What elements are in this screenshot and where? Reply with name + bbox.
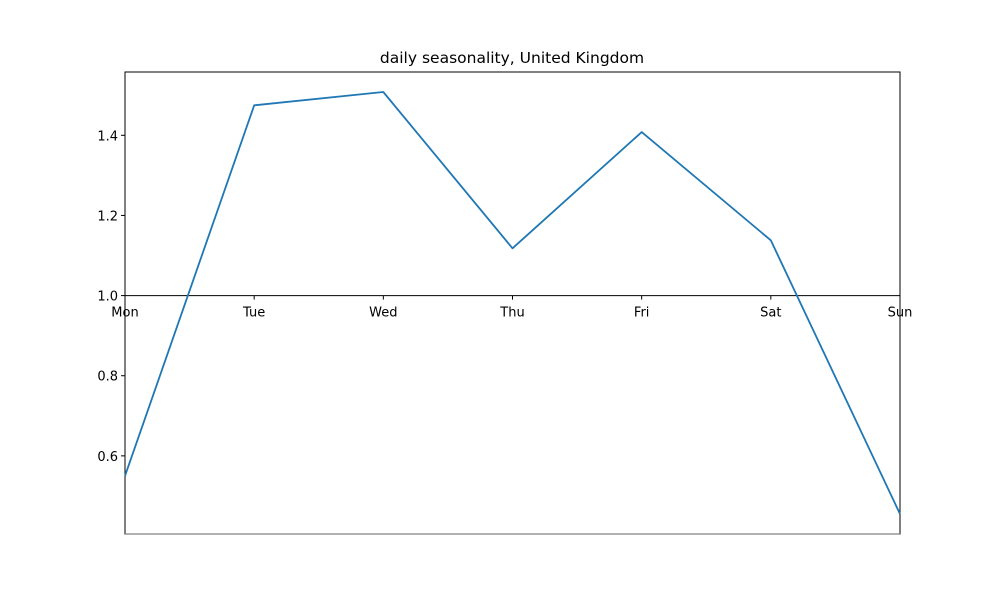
x-tick-label: Mon (111, 306, 138, 321)
x-tick-label: Thu (499, 306, 524, 321)
x-tick-label: Sat (760, 306, 781, 321)
x-tick-label: Fri (634, 306, 650, 321)
x-axis: Mon Tue Wed Thu Fri Sat Sun (111, 295, 913, 321)
x-tick-label: Tue (242, 306, 265, 321)
x-tick-label: Wed (369, 306, 397, 321)
y-axis: 0.6 0.8 1.0 1.2 1.4 (97, 129, 125, 465)
x-tick-label: Sun (888, 306, 913, 321)
series-layer (124, 91, 901, 515)
series-line (124, 91, 901, 515)
y-tick-label: 1.2 (97, 209, 118, 224)
y-tick-label: 0.6 (97, 450, 118, 465)
chart-title: daily seasonality, United Kingdom (380, 49, 644, 67)
y-tick-label: 1.4 (97, 129, 118, 144)
y-tick-label: 1.0 (97, 290, 118, 305)
y-tick-label: 0.8 (97, 370, 118, 385)
